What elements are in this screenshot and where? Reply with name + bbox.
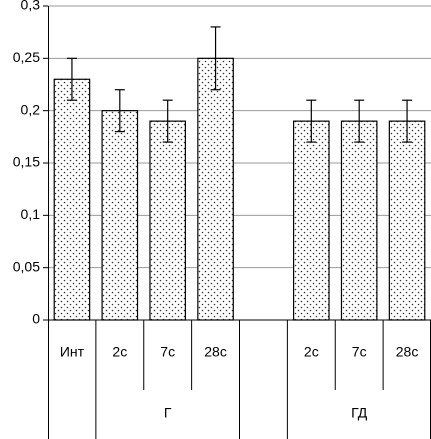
bar [101, 110, 139, 321]
x-tick-label: 28с [204, 344, 227, 360]
error-bar [66, 57, 77, 101]
error-bar [114, 89, 125, 133]
bar [292, 120, 330, 321]
error-bar [354, 99, 365, 143]
error-bar [402, 99, 413, 143]
x-tick-label: 7с [160, 344, 175, 360]
y-tick-label: 0,3 [21, 0, 41, 13]
x-tick-label: Инт [60, 344, 85, 360]
bar [53, 78, 91, 321]
error-bar [306, 99, 317, 143]
group-label: Г [164, 405, 172, 421]
x-tick-label: 7с [352, 344, 367, 360]
y-tick-label: 0 [32, 311, 40, 327]
bar [340, 120, 378, 321]
x-tick-label: 28с [396, 344, 419, 360]
x-tick-label: 2с [304, 344, 319, 360]
y-tick-label: 0,15 [13, 154, 40, 170]
y-tick-label: 0,2 [21, 101, 41, 117]
bar [197, 57, 234, 321]
error-bar [162, 99, 173, 143]
y-tick-label: 0,1 [21, 206, 41, 222]
y-tick-label: 0,05 [13, 258, 40, 274]
x-tick-label: 2с [112, 344, 127, 360]
group-label: ГД [351, 405, 368, 421]
bar [388, 120, 426, 321]
error-bar [210, 26, 221, 91]
y-tick-label: 0,25 [13, 49, 40, 65]
bar [149, 120, 187, 321]
